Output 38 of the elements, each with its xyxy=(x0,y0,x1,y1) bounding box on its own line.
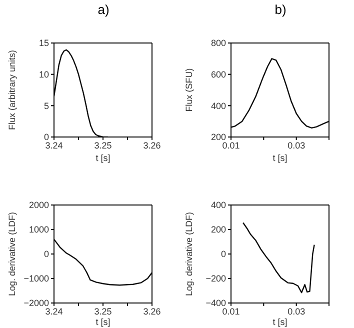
chart-title: a) xyxy=(96,2,110,17)
x-tick-label: 3.25 xyxy=(94,140,112,150)
x-axis-title: t [s] xyxy=(96,317,110,327)
y-tick-label: 1000 xyxy=(28,224,49,235)
y-axis-title: Flux (SFU) xyxy=(184,68,194,112)
x-tick-label: 3.25 xyxy=(94,306,112,316)
y-tick-label: −200 xyxy=(206,274,226,284)
x-axis-title: t [s] xyxy=(272,317,288,327)
x-axis-title: t [s] xyxy=(96,153,110,163)
x-tick-label: 3.26 xyxy=(143,306,161,316)
x-axis-title: t [s] xyxy=(272,153,288,163)
y-tick-label: −2000 xyxy=(24,298,49,308)
y-axis-title: Flux (arbitrary units) xyxy=(7,50,18,130)
x-tick-label: 3.24 xyxy=(45,306,63,316)
y-tick-label: 200 xyxy=(210,132,226,142)
y-tick-label: −1000 xyxy=(24,274,49,284)
y-tick-label: 0 xyxy=(44,132,49,142)
y-tick-label: −400 xyxy=(206,298,226,308)
x-tick-label: 3.24 xyxy=(45,140,63,150)
x-tick-label: 0.01 xyxy=(222,140,240,150)
y-tick-label: 15 xyxy=(38,38,49,48)
x-tick-label: 0.03 xyxy=(288,306,306,316)
y-tick-label: 5 xyxy=(44,100,49,111)
y-tick-label: 10 xyxy=(38,70,49,80)
chart-title: b) xyxy=(274,2,288,17)
y-tick-label: 0 xyxy=(220,249,226,260)
y-axis-title: Log. derivative (LDF) xyxy=(184,212,194,296)
x-tick-label: 3.26 xyxy=(143,140,161,150)
y-tick-label: 400 xyxy=(210,100,226,111)
y-tick-label: 200 xyxy=(210,224,226,235)
x-tick-label: 0.01 xyxy=(222,306,240,316)
y-axis-title: Log. derivative (LDF) xyxy=(7,212,18,296)
y-tick-label: 800 xyxy=(210,38,226,48)
y-tick-label: 0 xyxy=(44,249,49,260)
x-tick-label: 0.03 xyxy=(288,140,306,150)
y-tick-label: 600 xyxy=(210,70,226,80)
y-tick-label: 400 xyxy=(210,200,226,210)
y-tick-label: 2000 xyxy=(28,200,49,210)
